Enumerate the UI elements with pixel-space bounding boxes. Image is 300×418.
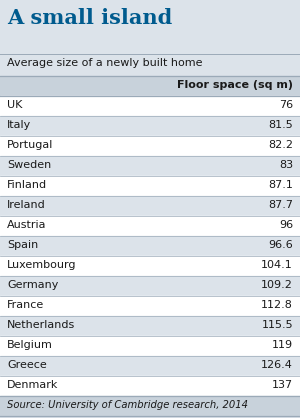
Bar [0,336,300,356]
Text: 137: 137 [272,380,293,390]
Text: Germany: Germany [7,280,58,290]
Text: Source: University of Cambridge research, 2014: Source: University of Cambridge research… [7,400,248,410]
Text: 83: 83 [279,160,293,170]
Text: Average size of a newly built home: Average size of a newly built home [7,58,202,68]
Bar [0,236,300,256]
Text: 87.7: 87.7 [268,200,293,210]
Text: Floor space (sq m): Floor space (sq m) [177,80,293,90]
Text: 87.1: 87.1 [268,180,293,190]
Bar [0,136,300,156]
Text: 96.6: 96.6 [268,240,293,250]
Text: 96: 96 [279,220,293,230]
Bar [0,276,300,296]
Text: Italy: Italy [7,120,31,130]
Bar [0,156,300,176]
Text: Luxembourg: Luxembourg [7,260,77,270]
Text: Belgium: Belgium [7,340,53,350]
Bar [0,196,300,216]
Text: A small island: A small island [7,8,172,28]
Text: Austria: Austria [7,220,46,230]
Text: 109.2: 109.2 [261,280,293,290]
Bar [0,54,300,76]
Bar [0,96,300,116]
Text: France: France [7,300,44,310]
Text: 126.4: 126.4 [261,360,293,370]
Text: Sweden: Sweden [7,160,51,170]
Bar [0,216,300,236]
Bar [0,116,300,136]
Bar [0,256,300,276]
Text: UK: UK [7,100,22,110]
Text: Spain: Spain [7,240,38,250]
Text: 119: 119 [272,340,293,350]
Text: Greece: Greece [7,360,47,370]
Text: Denmark: Denmark [7,380,58,390]
Text: 76: 76 [279,100,293,110]
Text: 112.8: 112.8 [261,300,293,310]
Text: Portugal: Portugal [7,140,53,150]
Text: 81.5: 81.5 [268,120,293,130]
Bar [0,316,300,336]
Bar [0,76,300,96]
Text: Netherlands: Netherlands [7,320,75,330]
Text: 82.2: 82.2 [268,140,293,150]
Text: Finland: Finland [7,180,47,190]
Text: Ireland: Ireland [7,200,46,210]
Bar [0,396,300,416]
Text: 115.5: 115.5 [261,320,293,330]
Bar [0,356,300,376]
Bar [0,376,300,396]
Bar [0,176,300,196]
Bar [0,296,300,316]
Text: 104.1: 104.1 [261,260,293,270]
